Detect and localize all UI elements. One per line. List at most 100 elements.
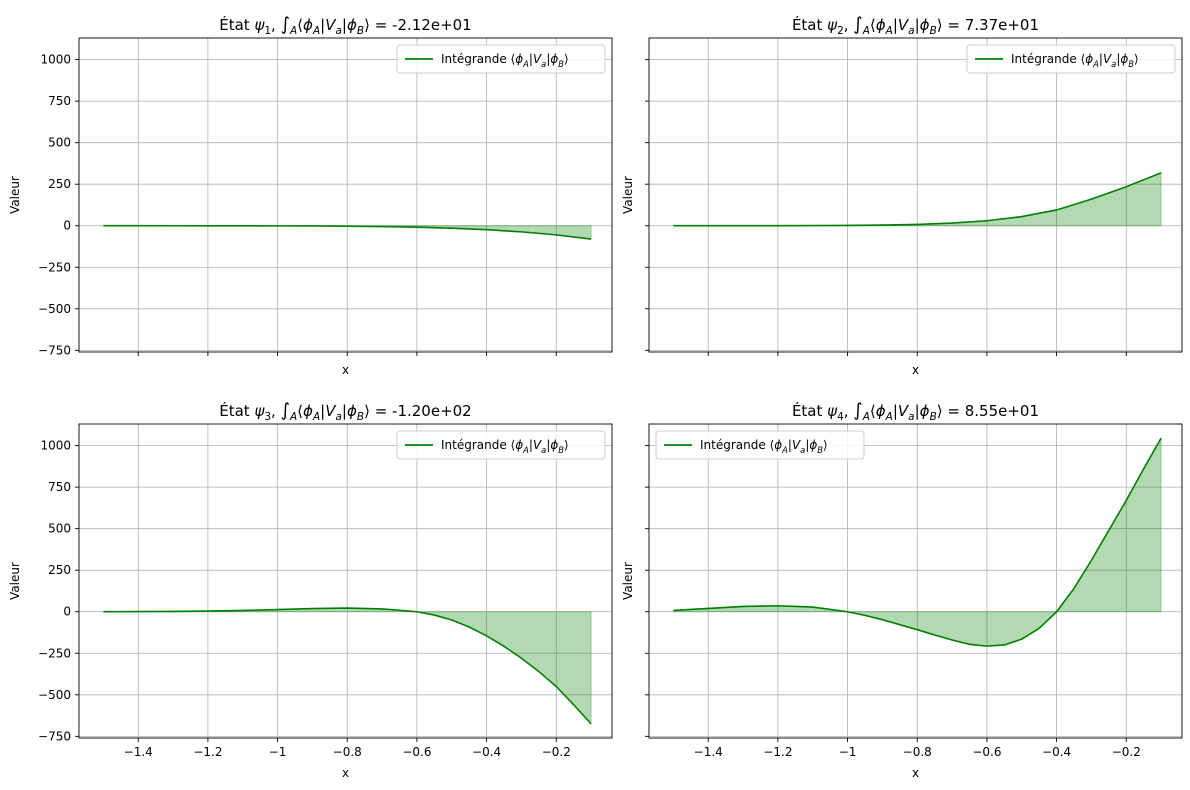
- text-run: ψ: [254, 402, 265, 420]
- text-run: |: [805, 438, 809, 452]
- text-run: ⟨: [297, 402, 303, 420]
- text-run: ϕ: [1120, 52, 1128, 66]
- text-run: |: [320, 402, 325, 420]
- text-run: ϕ: [809, 438, 817, 452]
- legend-label: Intégrande ⟨ϕA|Va|ϕB⟩: [1011, 52, 1139, 69]
- text-run: |: [915, 16, 920, 34]
- subscript: A: [885, 411, 893, 423]
- x-tick-label: −0.8: [903, 745, 932, 759]
- legend-box: [396, 44, 606, 74]
- x-tick-label: −1: [269, 745, 287, 759]
- legend-box: [966, 44, 1176, 74]
- subscript: A: [1092, 59, 1099, 69]
- y-tick-label: −250: [38, 260, 71, 274]
- subscript: A: [312, 411, 320, 423]
- text-run: ϕ: [876, 16, 886, 34]
- y-axis-label: Valeur: [621, 562, 635, 600]
- subplot-title: État ψ1, ∫A⟨ϕA|Va|ϕB⟩ = -2.12e+01: [219, 14, 471, 37]
- legend-box: [655, 430, 865, 460]
- subscript: B: [930, 411, 937, 423]
- x-axis-label: x: [342, 766, 349, 780]
- y-axis-label: Valeur: [621, 176, 635, 214]
- text-run: |: [915, 402, 920, 420]
- subscript: a: [335, 411, 341, 423]
- text-run: V: [325, 402, 337, 420]
- subplot-1: −750 −500 −250 0 250 500 750 1000 x Valeur État ψ1…: [8, 14, 613, 377]
- subscript: A: [522, 59, 529, 69]
- y-tick-label: 1000: [40, 439, 71, 453]
- integrand-line: [103, 607, 592, 725]
- text-run: ⟩ = 8.55e+01: [937, 402, 1039, 420]
- x-tick-label: −1.2: [763, 745, 792, 759]
- subscript: A: [885, 25, 893, 37]
- subscript: A: [862, 411, 870, 423]
- text-run: ,: [844, 16, 854, 34]
- subplot-3: −1.4 −1.2 −1 −0.8 −0.6 −0.4 −0.2 −750 −500 −250 0 2…: [8, 400, 613, 780]
- text-run: ψ: [254, 16, 265, 34]
- legend-box: [396, 430, 606, 460]
- text-run: V: [533, 438, 542, 452]
- text-run: |: [342, 402, 347, 420]
- text-run: Intégrande ⟨: [441, 438, 515, 452]
- text-run: ,: [271, 16, 281, 34]
- text-run: |: [893, 402, 898, 420]
- text-run: |: [320, 16, 325, 34]
- y-tick-label: −250: [38, 646, 71, 660]
- legend-label: Intégrande ⟨ϕA|Va|ϕB⟩: [700, 438, 828, 455]
- y-tick-label: 500: [48, 522, 71, 536]
- text-run: |: [893, 16, 898, 34]
- x-tick-label: −1.2: [193, 745, 222, 759]
- text-run: ⟩ = 7.37e+01: [937, 16, 1039, 34]
- text-run: ϕ: [515, 52, 523, 66]
- integrand-line: [673, 437, 1162, 647]
- y-tick-label: 250: [48, 563, 71, 577]
- subscript: A: [312, 25, 320, 37]
- subscript: A: [862, 25, 870, 37]
- subscript: a: [541, 445, 546, 455]
- text-run: Intégrande ⟨: [1011, 52, 1085, 66]
- axes-frame: [78, 37, 613, 353]
- y-tick-label: −750: [38, 343, 71, 357]
- axes-frame: [78, 423, 613, 739]
- subscript: B: [558, 445, 564, 455]
- subscript: a: [335, 25, 341, 37]
- x-tick-label: −1.4: [694, 745, 723, 759]
- text-run: ϕ: [347, 402, 357, 420]
- y-tick-label: 750: [48, 480, 71, 494]
- text-run: V: [325, 16, 337, 34]
- x-tick-label: −0.6: [402, 745, 431, 759]
- subscript: B: [558, 59, 564, 69]
- y-tick-label: 500: [48, 136, 71, 150]
- text-run: |: [1116, 52, 1120, 66]
- text-run: État: [219, 401, 254, 420]
- text-run: ϕ: [876, 402, 886, 420]
- text-run: ⟩: [564, 438, 569, 452]
- axes-frame: [648, 37, 1183, 353]
- text-run: |: [788, 438, 792, 452]
- x-tick-label: −0.4: [472, 745, 501, 759]
- y-tick-label: 750: [48, 94, 71, 108]
- text-run: ⟨: [870, 402, 876, 420]
- text-run: ⟨: [297, 16, 303, 34]
- subscript: A: [289, 25, 297, 37]
- text-run: |: [342, 16, 347, 34]
- subscript: 1: [264, 25, 271, 37]
- x-tick-label: −0.2: [542, 745, 571, 759]
- legend-label: Intégrande ⟨ϕA|Va|ϕB⟩: [441, 52, 569, 69]
- text-run: ϕ: [920, 16, 930, 34]
- text-run: ⟩: [1134, 52, 1139, 66]
- text-run: ⟩: [564, 52, 569, 66]
- subscript: a: [800, 445, 805, 455]
- text-run: ⟩: [823, 438, 828, 452]
- subscript: B: [357, 25, 364, 37]
- y-tick-label: 1000: [40, 53, 71, 67]
- text-run: État: [219, 15, 254, 34]
- subscript: 2: [837, 25, 844, 37]
- subscript: a: [541, 59, 546, 69]
- axes-frame: [648, 423, 1183, 739]
- subscript: 3: [264, 411, 271, 423]
- text-run: |: [546, 438, 550, 452]
